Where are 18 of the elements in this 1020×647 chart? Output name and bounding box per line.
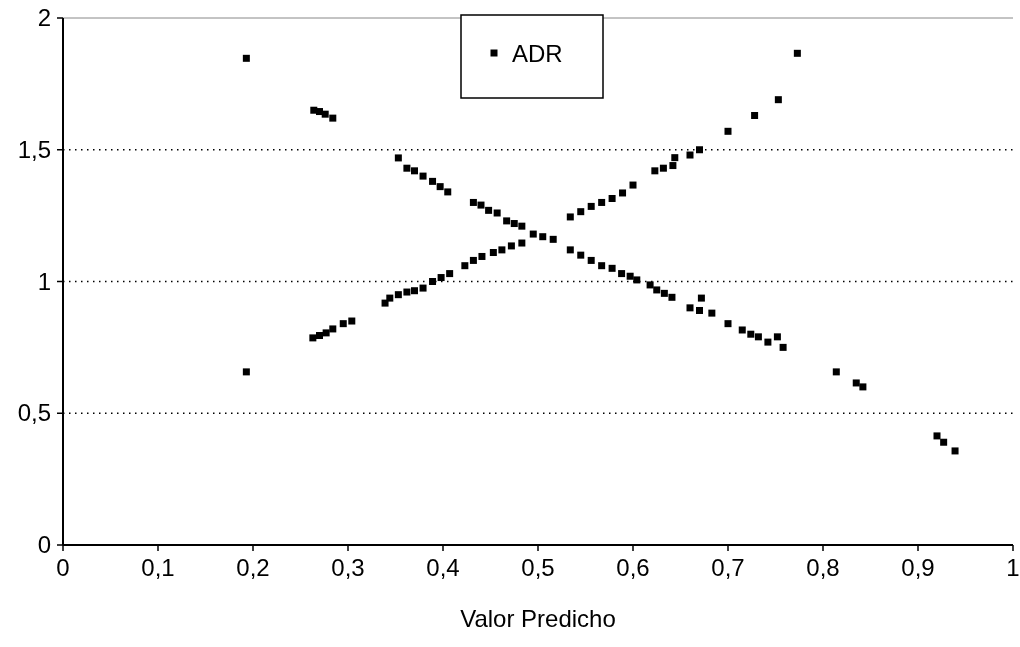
x-tick-label: 0,1 [141,554,175,581]
y-tick-label: 0,5 [17,399,51,427]
x-tick-label: 0,6 [616,554,650,581]
x-tick-label: 0,2 [236,554,270,581]
x-tick-label: 0,3 [331,554,365,581]
y-tick-label: 2 [37,4,51,31]
x-tick-label: 0,5 [521,554,555,581]
y-tick-label: 1,5 [17,135,51,163]
x-tick-label: 1 [1006,554,1020,581]
x-tick-label: 0,7 [711,554,745,581]
x-tick-label: 0 [56,554,70,581]
x-tick-label: 0,4 [426,554,460,581]
x-tick-label: 0,8 [806,554,840,581]
y-tick-label: 0 [37,531,51,558]
x-tick-label: 0,9 [901,554,935,581]
legend-label: ADR [512,40,563,67]
y-tick-label: 1 [37,267,51,295]
x-axis-title: Valor Predicho [460,605,616,632]
